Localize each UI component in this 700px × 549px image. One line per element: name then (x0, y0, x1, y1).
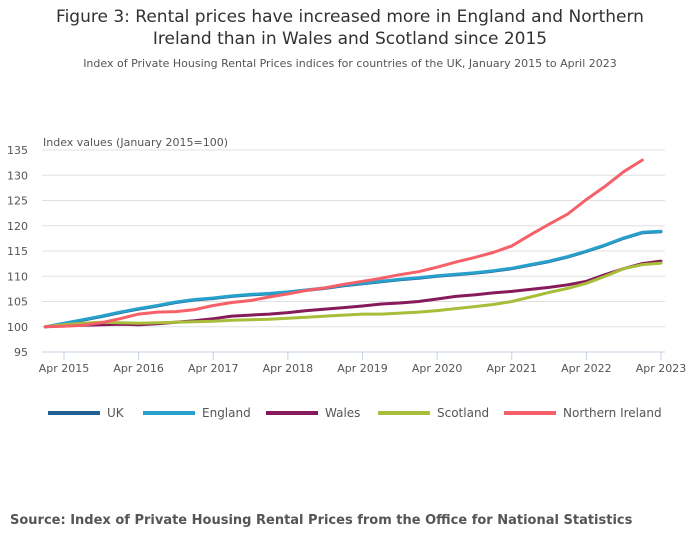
x-tick-label: Apr 2018 (263, 362, 314, 375)
legend-item-scotland[interactable]: Scotland (378, 406, 489, 420)
gridlines (42, 149, 665, 328)
x-tick-label: Apr 2021 (486, 362, 537, 375)
legend-swatch (266, 411, 318, 415)
y-tick-label: 135 (7, 144, 28, 157)
y-tick-label: 120 (7, 220, 28, 233)
legend-item-northern-ireland[interactable]: Northern Ireland (504, 406, 662, 420)
series-line-northern-ireland (43, 158, 644, 329)
y-axis-label: Index values (January 2015=100) (43, 136, 228, 149)
x-tick-label: Apr 2015 (39, 362, 90, 375)
source-note: Source: Index of Private Housing Rental … (10, 513, 633, 528)
series-line-england (43, 229, 663, 329)
y-axis-ticks: 95 100 105 110 115 120 125 130 135 (7, 144, 28, 359)
y-tick-label: 125 (7, 195, 28, 208)
legend-swatch (143, 411, 195, 415)
chart-subtitle: Index of Private Housing Rental Prices i… (83, 57, 617, 70)
legend-label: UK (107, 406, 124, 420)
series-line-scotland (43, 261, 663, 329)
chart-title: Figure 3: Rental prices have increased m… (0, 6, 700, 50)
x-tick-label: Apr 2022 (561, 362, 612, 375)
legend: UK England Wales Scotland Northern Ireland (0, 406, 700, 426)
legend-swatch (48, 411, 100, 415)
y-tick-label: 105 (7, 296, 28, 309)
x-tick-label: Apr 2020 (412, 362, 463, 375)
y-tick-label: 100 (7, 321, 28, 334)
x-tick-label: Apr 2023 (636, 362, 687, 375)
legend-label: Northern Ireland (563, 406, 662, 420)
legend-swatch (504, 411, 556, 415)
series-line-uk (43, 230, 663, 329)
legend-label: Wales (325, 406, 361, 420)
y-tick-label: 95 (14, 346, 28, 359)
legend-label: England (202, 406, 251, 420)
series-lines (43, 158, 663, 329)
chart-title-line-2: Ireland than in Wales and Scotland since… (152, 29, 548, 49)
x-tick-label: Apr 2019 (337, 362, 388, 375)
chart-title-line-1: Figure 3: Rental prices have increased m… (56, 7, 644, 27)
y-tick-label: 115 (7, 245, 28, 258)
legend-item-wales[interactable]: Wales (266, 406, 360, 420)
x-axis: Apr 2015 Apr 2016 Apr 2017 Apr 2018 Apr 2019… (39, 351, 687, 375)
legend-item-uk[interactable]: UK (48, 406, 124, 420)
legend-item-england[interactable]: England (143, 406, 251, 420)
line-chart: Index values (January 2015=100) 95 100 105… (7, 136, 687, 375)
legend-swatch (378, 411, 430, 415)
series-line-wales (43, 259, 663, 329)
legend-label: Scotland (437, 406, 490, 420)
y-tick-label: 130 (7, 169, 28, 182)
x-tick-label: Apr 2016 (113, 362, 164, 375)
y-tick-label: 110 (7, 270, 28, 283)
x-tick-label: Apr 2017 (188, 362, 239, 375)
